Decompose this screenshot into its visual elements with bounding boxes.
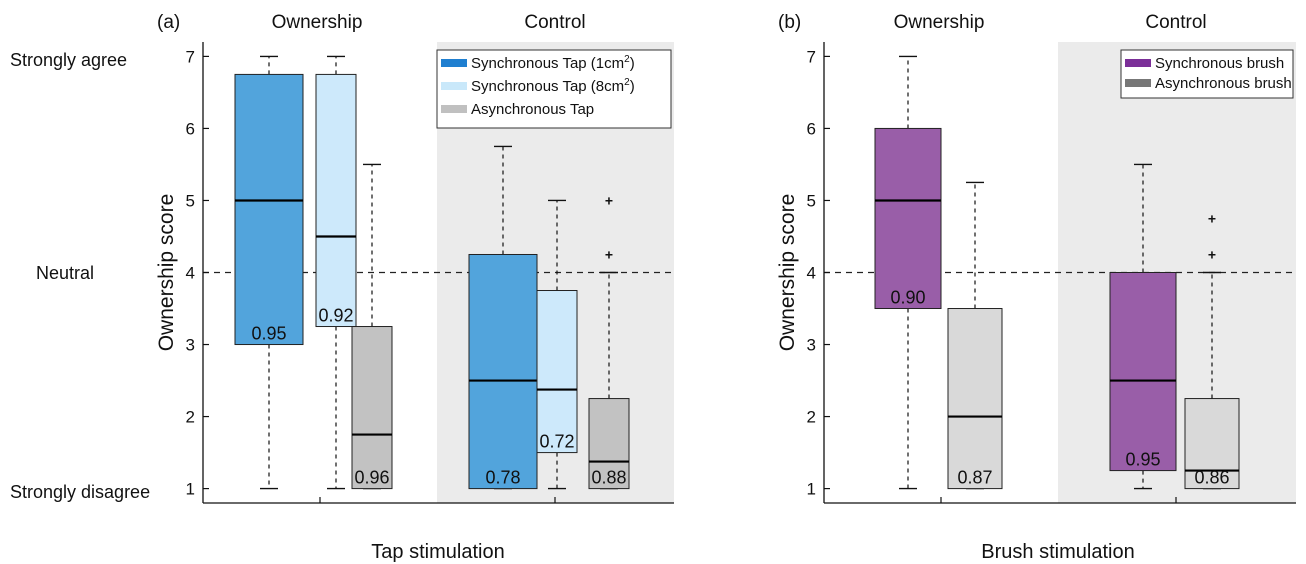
legend-entry: Synchronous Tap (8cm2) (471, 77, 635, 95)
box-rect (351, 326, 393, 490)
box-asynchronous-brush-ownership: 0.87 (947, 181, 1003, 490)
outlier-point: + (605, 192, 613, 208)
legend-entry-text: Synchronous brush (1155, 55, 1284, 72)
box-value-label: 0.72 (539, 432, 574, 452)
y-tick-label: 1 (186, 480, 195, 499)
y-tick-label: 3 (186, 336, 195, 355)
y-annotation-strongly-disagree: Strongly disagree (10, 482, 150, 502)
legend-entry-text: Synchronous Tap (1cm (471, 55, 624, 72)
y-tick-label: 3 (807, 336, 816, 355)
box-rect (874, 127, 942, 310)
legend-swatch (441, 105, 467, 113)
y-tick-label: 1 (807, 480, 816, 499)
panel-b: 0.90 0.95 0.87 + +0.86 1 2 3 4 5 6 7 Ownership Contro… (776, 12, 1296, 563)
group-label-ownership: Ownership (894, 12, 985, 33)
box-value-label: 0.90 (890, 288, 925, 308)
box-rect (536, 290, 578, 454)
legend-swatch (1125, 79, 1151, 87)
box-synchronous-tap-1cm2--control: 0.78 (468, 145, 538, 490)
legend-entry-superscript: 2 (624, 54, 630, 65)
panel-label: (a) (157, 12, 180, 33)
box-asynchronous-brush-control: + +0.86 (1184, 210, 1240, 490)
legend-swatch (1125, 59, 1151, 67)
panel-label: (b) (778, 12, 801, 33)
outlier-point: + (1208, 246, 1216, 262)
group-label-ownership: Ownership (272, 12, 363, 33)
legend-entry-text: Asynchronous brush (1155, 75, 1292, 92)
legend-entry-tail: ) (630, 55, 635, 72)
legend-entry-text: Asynchronous Tap (471, 101, 594, 118)
legend-entry: Asynchronous brush (1155, 75, 1292, 92)
legend-swatch (441, 59, 467, 67)
y-tick-label: 4 (807, 264, 816, 283)
x-axis-title: Brush stimulation (981, 541, 1134, 563)
y-tick-label: 4 (186, 264, 195, 283)
legend-entry: Synchronous brush (1155, 55, 1284, 72)
box-synchronous-brush-control: 0.95 (1109, 163, 1177, 490)
y-tick-label: 2 (807, 408, 816, 427)
y-axis-title: Ownership score (155, 194, 178, 352)
box-value-label: 0.96 (354, 468, 389, 488)
legend-box (436, 49, 672, 129)
box-rect (947, 308, 1003, 490)
y-tick-label: 6 (186, 119, 195, 138)
legend-entry: Asynchronous Tap (471, 101, 594, 118)
box-synchronous-tap-8cm2--control: 0.72 (536, 199, 578, 490)
y-tick-label: 7 (807, 47, 816, 66)
y-axis-title: Ownership score (776, 194, 799, 352)
box-value-label: 0.95 (251, 324, 286, 344)
box-synchronous-tap-1cm2--ownership: 0.95 (234, 55, 304, 490)
box-value-label: 0.87 (957, 468, 992, 488)
box-rect (1109, 272, 1177, 472)
box-synchronous-brush-ownership: 0.90 (874, 55, 942, 490)
y-tick-label: 2 (186, 408, 195, 427)
legend-box (1120, 49, 1294, 99)
legend: Synchronous Tap (1cm2)Synchronous Tap (8… (436, 49, 672, 129)
y-annotation-strongly-agree: Strongly agree (10, 50, 127, 70)
legend-entry-text: Synchronous Tap (8cm (471, 78, 624, 95)
legend-swatch (441, 82, 467, 90)
panel-a: 0.95 0.78 0.92 0.72 0.96 + +0.88 1 2 3 4 5 6 7 Ownersh… (155, 12, 674, 563)
y-tick-label: 6 (807, 119, 816, 138)
box-asynchronous-tap-ownership: 0.96 (351, 163, 393, 490)
box-asynchronous-tap-control: + +0.88 (588, 192, 630, 490)
box-value-label: 0.78 (485, 468, 520, 488)
box-value-label: 0.88 (591, 468, 626, 488)
outlier-point: + (605, 246, 613, 262)
legend: Synchronous brush Asynchronous brush (1120, 49, 1294, 99)
y-annotation-neutral: Neutral (36, 263, 94, 283)
y-tick-label: 5 (807, 191, 816, 210)
box-value-label: 0.92 (318, 306, 353, 326)
box-rect (1184, 398, 1240, 490)
y-tick-label: 7 (186, 47, 195, 66)
box-synchronous-tap-8cm2--ownership: 0.92 (315, 55, 357, 490)
box-rect (468, 253, 538, 490)
box-value-label: 0.86 (1194, 468, 1229, 488)
box-rect (588, 398, 630, 490)
group-label-control: Control (524, 12, 585, 33)
box-value-label: 0.95 (1125, 450, 1160, 470)
x-axis-title: Tap stimulation (371, 541, 504, 563)
y-tick-label: 5 (186, 191, 195, 210)
legend-entry: Synchronous Tap (1cm2) (471, 54, 635, 72)
outlier-point: + (1208, 210, 1216, 226)
legend-entry-tail: ) (630, 78, 635, 95)
box-rect (315, 73, 357, 328)
group-label-control: Control (1145, 12, 1206, 33)
box-rect (234, 73, 304, 346)
legend-entry-superscript: 2 (624, 77, 630, 88)
